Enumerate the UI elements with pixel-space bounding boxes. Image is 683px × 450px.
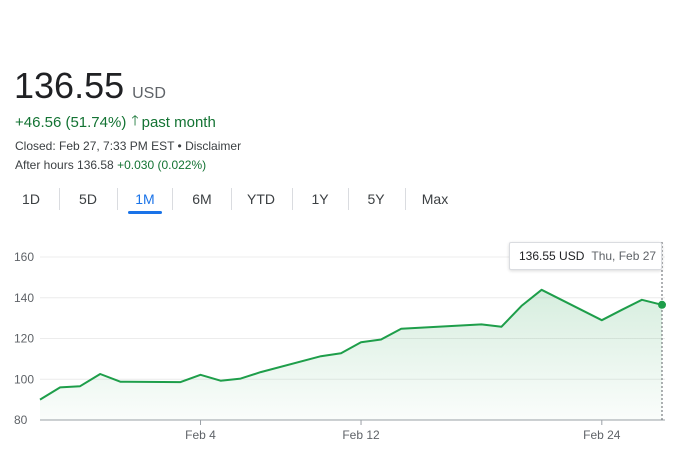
after-hours-info: After hours 136.58 +0.030 (0.022%) (15, 158, 206, 172)
tab-5y[interactable]: 5Y (367, 191, 385, 207)
y-tick-label: 120 (14, 332, 34, 346)
closed-info: Closed: Feb 27, 7:33 PM EST • Disclaimer (15, 139, 242, 153)
tab-6m[interactable]: 6M (192, 191, 212, 207)
x-tick-label: Feb 4 (185, 428, 216, 442)
currency-label: USD (132, 85, 166, 102)
tab-divider (117, 188, 118, 210)
tab-max[interactable]: Max (421, 191, 449, 207)
tooltip-date: Thu, Feb 27 (591, 249, 657, 263)
change-period: past month (141, 113, 216, 131)
y-tick-label: 140 (14, 291, 34, 305)
price-area (40, 289, 662, 420)
y-axis-ticks: 80 100 120 140 160 (14, 250, 34, 427)
after-hours-change: +0.030 (0.022%) (117, 158, 207, 172)
tooltip-price: 136.55 USD (519, 249, 585, 263)
price-change: +46.56 (51.74%) (15, 113, 127, 131)
price-tooltip: 136.55 USD Thu, Feb 27 (509, 242, 662, 270)
x-tick-label: Feb 12 (342, 428, 380, 442)
y-tick-label: 160 (14, 250, 34, 264)
tab-ytd[interactable]: YTD (247, 191, 275, 207)
tab-divider (59, 188, 60, 210)
tab-1m[interactable]: 1M (128, 186, 162, 214)
current-price: 136.55 (14, 65, 125, 106)
after-hours-label: After hours 136.58 (15, 158, 114, 172)
hover-point (658, 300, 666, 309)
tab-divider (292, 188, 293, 210)
y-tick-label: 100 (14, 372, 34, 386)
change-row: +46.56 (51.74%) 🡑 past month (15, 110, 216, 134)
x-tick-label: Feb 24 (583, 428, 621, 442)
tab-divider (172, 188, 173, 210)
tab-1d[interactable]: 1D (22, 191, 40, 207)
arrow-up-icon: 🡑 (131, 112, 139, 128)
tab-divider (405, 188, 406, 210)
tab-divider (348, 188, 349, 210)
price-line (39, 288, 663, 401)
tab-divider (231, 188, 232, 210)
tab-5d[interactable]: 5D (79, 191, 97, 207)
tab-1y[interactable]: 1Y (311, 191, 329, 207)
x-axis-ticks: Feb 4 Feb 12 Feb 24 (185, 420, 621, 442)
price-row: 136.55 USD (14, 64, 166, 108)
y-tick-label: 80 (14, 413, 28, 427)
